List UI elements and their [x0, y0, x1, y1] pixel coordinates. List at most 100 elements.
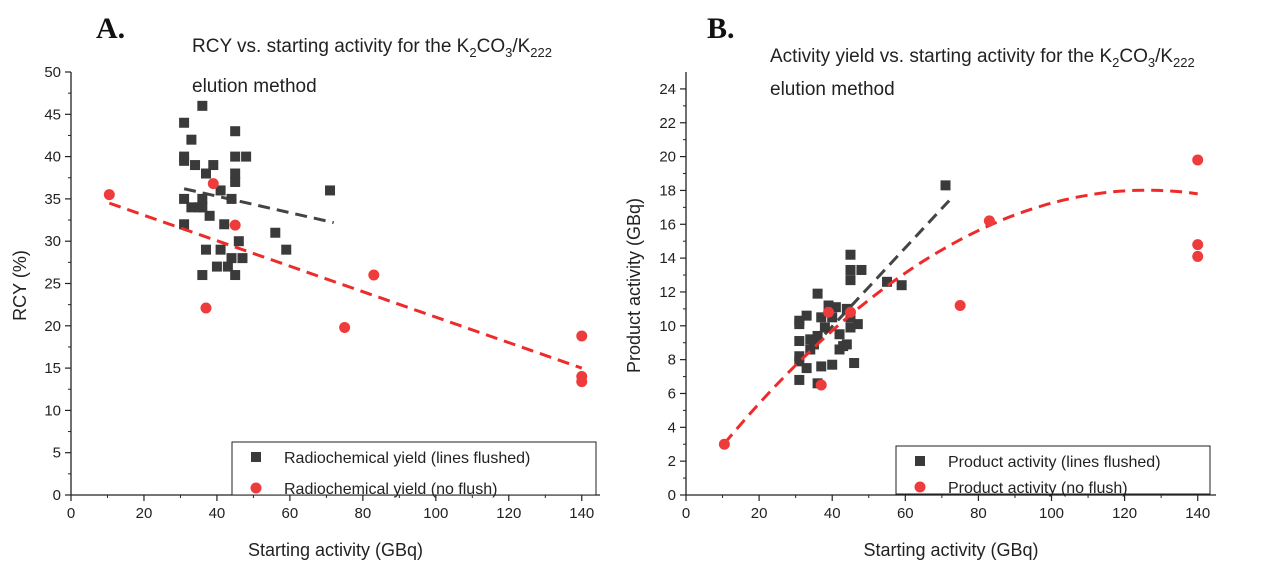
- data-point: [954, 299, 966, 311]
- y-tick-label: 5: [53, 445, 61, 462]
- y-tick-label: 18: [659, 182, 676, 199]
- legend-label: Product activity (no flush): [948, 480, 1128, 497]
- x-tick-label: 100: [1039, 505, 1064, 522]
- data-point: [827, 359, 838, 370]
- x-tick-label: 60: [897, 505, 914, 522]
- y-axis-label: RCY (%): [10, 250, 30, 321]
- y-tick-label: 6: [668, 385, 676, 402]
- panel-a-letter: A.: [96, 12, 125, 45]
- y-tick-label: 8: [668, 352, 676, 369]
- data-point: [215, 244, 226, 255]
- data-point: [805, 344, 816, 355]
- data-point: [816, 361, 827, 372]
- y-tick-label: 45: [44, 106, 61, 123]
- data-point: [179, 193, 190, 204]
- panel-a: A. RCY vs. starting activity for the K2C…: [10, 12, 600, 560]
- x-tick-label: 40: [824, 505, 841, 522]
- data-point: [819, 322, 830, 333]
- data-point: [801, 310, 812, 321]
- y-tick-label: 22: [659, 115, 676, 132]
- panel-b: B. Activity yield vs. starting activity …: [624, 12, 1216, 560]
- data-point: [230, 126, 241, 137]
- y-tick-label: 0: [53, 487, 61, 504]
- y-tick-label: 24: [659, 81, 676, 98]
- x-axis-label: Starting activity (GBq): [863, 540, 1038, 560]
- data-point: [281, 244, 292, 255]
- y-tick-label: 10: [44, 402, 61, 419]
- y-tick-label: 2: [668, 453, 676, 470]
- data-point: [1192, 154, 1204, 166]
- legend: Product activity (lines flushed) Product …: [895, 445, 1211, 497]
- fit-line: [823, 199, 951, 336]
- data-point: [815, 379, 827, 391]
- panel-a-title-line1: RCY vs. starting activity for the K2CO3/…: [192, 36, 552, 60]
- data-point: [845, 275, 856, 286]
- data-point: [230, 168, 241, 179]
- y-tick-label: 30: [44, 233, 61, 250]
- data-point: [845, 249, 856, 260]
- data-point: [1192, 250, 1204, 262]
- panel-a-title-line2: elution method: [192, 76, 317, 97]
- data-point: [805, 334, 816, 345]
- data-point: [1192, 239, 1204, 251]
- data-point: [233, 236, 244, 247]
- x-tick-label: 100: [423, 505, 448, 522]
- data-point: [197, 270, 208, 281]
- data-point: [222, 261, 233, 272]
- data-point: [856, 264, 867, 275]
- data-point: [576, 376, 588, 388]
- data-point: [197, 193, 208, 204]
- legend-marker: [915, 456, 925, 466]
- data-point: [200, 244, 211, 255]
- data-point: [845, 322, 856, 333]
- data-point: [179, 117, 190, 128]
- y-tick-label: 35: [44, 191, 61, 208]
- data-point: [339, 321, 351, 333]
- data-point: [230, 270, 241, 281]
- data-point: [816, 312, 827, 323]
- data-point: [841, 339, 852, 350]
- x-tick-label: 20: [751, 505, 768, 522]
- x-tick-label: 80: [970, 505, 987, 522]
- data-point: [576, 330, 588, 342]
- x-tick-label: 140: [569, 505, 594, 522]
- legend-marker: [914, 481, 926, 493]
- data-point: [226, 193, 237, 204]
- data-point: [179, 219, 190, 230]
- x-tick-label: 0: [682, 505, 690, 522]
- data-point: [983, 215, 995, 227]
- data-point: [849, 358, 860, 369]
- data-point: [896, 280, 907, 291]
- fit-line: [108, 201, 583, 370]
- panel-b-title-line2: elution method: [770, 79, 895, 100]
- data-point: [940, 180, 951, 191]
- series-1: [103, 178, 588, 388]
- data-point: [823, 306, 835, 318]
- data-point: [241, 151, 252, 162]
- axes: 0 20 40 60 80 100 120 140 0 5 10 15 20 25 30 35 40 45 50: [44, 64, 600, 522]
- data-point: [186, 202, 197, 213]
- data-point: [794, 356, 805, 367]
- y-tick-label: 0: [668, 487, 676, 504]
- series-1: [718, 154, 1204, 450]
- data-point: [823, 300, 834, 311]
- x-tick-label: 20: [136, 505, 153, 522]
- data-point: [827, 312, 838, 323]
- fit-line: [723, 188, 1198, 445]
- y-tick-label: 16: [659, 216, 676, 233]
- y-tick-label: 40: [44, 149, 61, 166]
- data-point: [230, 176, 241, 187]
- data-point: [794, 319, 805, 330]
- y-tick-label: 12: [659, 284, 676, 301]
- x-tick-label: 0: [67, 505, 75, 522]
- y-tick-label: 14: [659, 250, 676, 267]
- data-point: [368, 269, 380, 281]
- data-point: [812, 288, 823, 299]
- x-tick-label: 140: [1185, 505, 1210, 522]
- data-point: [270, 227, 281, 238]
- data-point: [219, 219, 230, 230]
- data-point: [801, 363, 812, 374]
- x-tick-label: 60: [282, 505, 299, 522]
